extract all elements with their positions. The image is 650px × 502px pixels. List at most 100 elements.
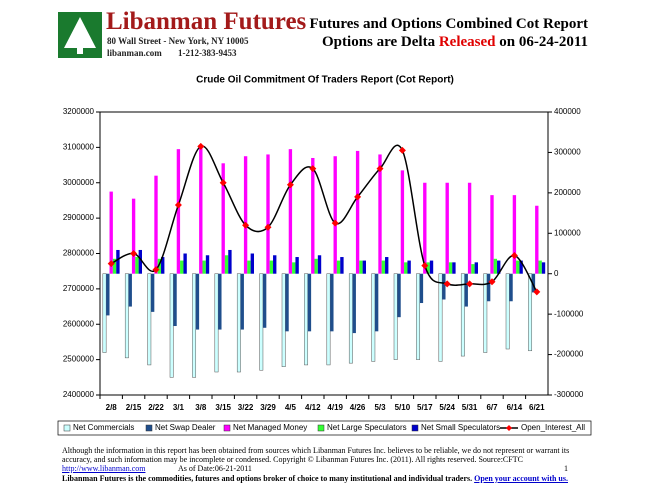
bar <box>483 273 488 353</box>
y-tick-label: 3100000 <box>63 142 95 151</box>
y-tick-label: 2500000 <box>63 355 95 364</box>
bar <box>304 273 309 366</box>
bar <box>247 260 251 274</box>
bar <box>528 273 533 352</box>
bar <box>438 273 443 362</box>
line-marker <box>398 146 406 154</box>
bar <box>464 273 468 307</box>
y-tick-label: 2900000 <box>63 213 95 222</box>
x-tick-label: 6/14 <box>507 403 523 412</box>
bar <box>202 260 206 274</box>
line-marker <box>376 165 384 173</box>
bar <box>192 273 197 378</box>
bar <box>205 255 210 274</box>
bar <box>228 249 232 274</box>
legend-label: Open_Interest_All <box>521 423 585 432</box>
bar <box>385 257 389 274</box>
phone: 1-212-383-9453 <box>178 48 237 58</box>
line-marker <box>309 165 317 173</box>
x-tick-label: 4/26 <box>350 403 366 412</box>
bar <box>243 156 248 274</box>
cta-link[interactable]: Open your account with us. <box>474 474 568 483</box>
x-tick-label: 5/10 <box>395 403 411 412</box>
y2-tick-label: -100000 <box>554 309 584 318</box>
logo <box>58 12 102 58</box>
bar <box>374 273 379 332</box>
bar <box>535 205 539 274</box>
legend-box <box>57 420 592 436</box>
tagline-text: Libanman Futures is the commodities, fut… <box>62 474 473 483</box>
bar <box>128 273 132 307</box>
bar <box>269 260 274 274</box>
bar <box>355 150 360 274</box>
bar <box>404 262 408 274</box>
bar <box>173 273 177 327</box>
bar <box>362 260 366 274</box>
bar <box>336 260 341 274</box>
y2-tick-label: 200000 <box>554 188 581 197</box>
line-marker <box>331 219 339 227</box>
bar <box>311 157 315 274</box>
y2-tick-label: 0 <box>554 269 559 278</box>
bar <box>448 262 453 274</box>
bar <box>452 262 456 274</box>
y2-tick-label: -200000 <box>554 350 584 359</box>
bar <box>497 260 501 274</box>
bar <box>359 260 363 274</box>
y-tick-label: 3200000 <box>63 107 95 116</box>
bar <box>429 260 434 274</box>
bar <box>519 260 523 274</box>
legend-label: Net Large Speculators <box>327 423 407 432</box>
tagline: Libanman Futures is the commodities, fut… <box>62 474 568 483</box>
bar <box>314 258 318 274</box>
bar <box>262 273 267 328</box>
bar <box>273 255 277 274</box>
bar <box>531 273 536 293</box>
bar <box>471 264 475 274</box>
as-of-date: As of Date:06-21-2011 <box>178 464 252 473</box>
x-tick-label: 6/7 <box>486 403 498 412</box>
bar <box>288 149 293 274</box>
bar <box>490 195 494 274</box>
bar <box>218 273 222 330</box>
y2-tick-label: 300000 <box>554 148 581 157</box>
bar <box>393 273 398 360</box>
line-marker <box>443 280 451 288</box>
bar <box>109 191 113 274</box>
bar <box>397 273 401 318</box>
bar <box>259 273 264 371</box>
legend-swatch <box>223 424 231 432</box>
line-marker <box>152 266 160 274</box>
bar <box>307 273 312 332</box>
address: 80 Wall Street - New York, NY 10005 <box>107 36 249 46</box>
x-tick-label: 2/15 <box>126 403 142 412</box>
bar <box>161 257 165 274</box>
bar <box>423 182 427 274</box>
y-tick-label: 2600000 <box>63 319 95 328</box>
bar <box>474 262 478 274</box>
bar <box>124 273 129 359</box>
line-marker <box>286 181 294 189</box>
legend-label: Net Commercials <box>73 423 134 432</box>
company-name: Libanman Futures <box>106 8 307 35</box>
chart-title: Crude Oil Commitment Of Traders Report (… <box>196 75 454 86</box>
y-tick-label: 2800000 <box>63 249 95 258</box>
line-marker <box>242 221 250 229</box>
subtitle-part: on 06-24-2011 <box>495 34 588 50</box>
x-tick-label: 4/12 <box>305 403 321 412</box>
x-tick-label: 6/21 <box>529 403 545 412</box>
report-title: Futures and Options Combined Cot Report <box>309 16 588 32</box>
legend-swatch <box>145 424 153 432</box>
bar <box>135 257 139 274</box>
footer-url[interactable]: http://www.libanman.com <box>62 464 146 473</box>
x-tick-label: 2/8 <box>106 403 118 412</box>
legend-marker <box>506 425 512 431</box>
website: libanman.com <box>107 48 162 58</box>
bar <box>493 258 498 274</box>
bar <box>131 198 136 274</box>
bar <box>467 182 472 274</box>
x-tick-label: 4/19 <box>327 403 343 412</box>
y2-tick-label: -300000 <box>554 390 584 399</box>
legend-swatch <box>317 424 325 432</box>
